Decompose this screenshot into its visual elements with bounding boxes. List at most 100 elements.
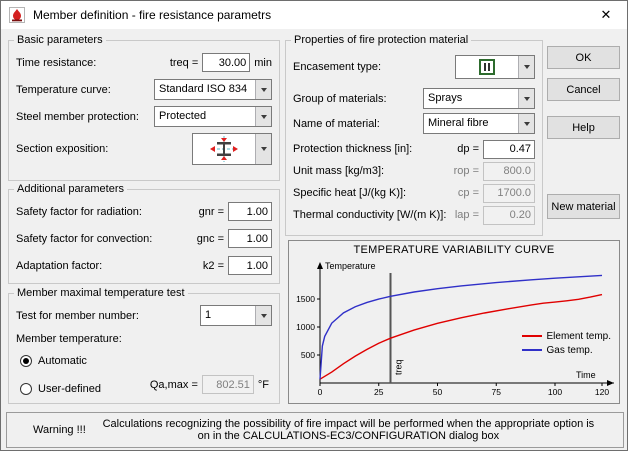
new-material-button[interactable]: New material — [547, 194, 620, 219]
material-name-value: Mineral fibre — [428, 117, 489, 129]
material-name-label: Name of material: — [293, 117, 380, 130]
section-exposition-row: Section exposition: — [16, 133, 272, 165]
temperature-curve-value: Standard ISO 834 — [159, 83, 248, 95]
member-number-label: Test for member number: — [16, 309, 139, 322]
temperature-chart: TEMPERATURE VARIABILITY CURVE 0 25 50 75 100… — [288, 240, 620, 404]
encasement-type-icon — [456, 56, 518, 78]
material-group-select[interactable]: Sprays — [423, 88, 535, 109]
member-temperature-row: Member temperature: — [16, 332, 272, 346]
treq-unit: min — [254, 56, 272, 69]
steel-protection-value: Protected — [159, 110, 207, 122]
member-number-select[interactable]: 1 — [200, 305, 272, 326]
specific-heat-row: Specific heat [J/(kg K)]: cp = — [293, 183, 535, 203]
material-group-label: Group of materials: — [293, 92, 387, 105]
user-defined-label: User-defined — [38, 382, 101, 395]
section-exposition-label: Section exposition: — [16, 143, 109, 155]
additional-parameters-group: Additional parameters Safety factor for … — [8, 183, 280, 284]
material-name-select[interactable]: Mineral fibre — [423, 113, 535, 134]
adaptation-label: Adaptation factor: — [16, 259, 103, 272]
help-button[interactable]: Help — [547, 116, 620, 139]
svg-text:120: 120 — [595, 387, 609, 397]
steel-protection-label: Steel member protection: — [16, 110, 139, 123]
material-group-value: Sprays — [428, 92, 463, 104]
gnr-input[interactable] — [228, 202, 272, 221]
titlebar: Member definition - fire resistance para… — [1, 1, 627, 29]
dp-symbol: dp = — [457, 143, 479, 155]
specific-heat-label: Specific heat [J/(kg K)]: — [293, 187, 407, 199]
cp-symbol: cp = — [457, 187, 479, 199]
svg-text:treq: treq — [394, 359, 404, 375]
gas-temp-swatch — [521, 349, 542, 351]
temperature-curve-select[interactable]: Standard ISO 834 — [154, 79, 272, 100]
treq-input[interactable] — [202, 53, 251, 72]
section-exposition-select[interactable] — [192, 133, 272, 165]
warning-box: Warning !!! Calculations recognizing the… — [6, 412, 624, 448]
member-number-value: 1 — [205, 309, 212, 321]
thickness-label: Protection thickness [in]: — [293, 143, 413, 155]
fire-protection-legend: Properties of fire protection material — [294, 34, 469, 46]
lap-symbol: lap = — [454, 209, 479, 221]
convection-label: Safety factor for convection: — [16, 232, 153, 245]
treq-symbol: treq = — [169, 56, 199, 69]
svg-text:25: 25 — [374, 387, 384, 397]
legend-item: Gas temp. — [521, 343, 611, 357]
chevron-down-icon — [255, 306, 271, 325]
svg-text:75: 75 — [492, 387, 502, 397]
thickness-row: Protection thickness [in]: dp = — [293, 139, 535, 159]
chart-legend: Element temp. Gas temp. — [521, 329, 611, 357]
radiation-row: Safety factor for radiation: gnr = — [16, 201, 272, 222]
radiation-label: Safety factor for radiation: — [16, 205, 142, 218]
adaptation-row: Adaptation factor: k2 = — [16, 255, 272, 276]
chevron-down-icon — [518, 56, 534, 78]
basic-parameters-group: Basic parameters Time resistance: treq =… — [8, 34, 280, 181]
conductivity-row: Thermal conductivity [W/(m K)]: lap = — [293, 205, 535, 225]
warning-prefix: Warning !!! — [33, 424, 86, 436]
close-icon[interactable]: ✕ — [585, 1, 627, 29]
basic-parameters-legend: Basic parameters — [17, 34, 103, 46]
element-temp-swatch — [521, 335, 542, 337]
material-name-row: Name of material: Mineral fibre — [293, 113, 535, 134]
k2-symbol: k2 = — [202, 259, 224, 272]
svg-text:0: 0 — [318, 387, 323, 397]
svg-text:1500: 1500 — [296, 294, 315, 304]
member-test-group: Member maximal temperature test Test for… — [8, 287, 280, 404]
cancel-button[interactable]: Cancel — [547, 78, 620, 101]
qamax-unit: °F — [257, 378, 269, 391]
user-defined-radio[interactable] — [20, 382, 32, 395]
temperature-curve-row: Temperature curve: Standard ISO 834 — [16, 79, 272, 100]
cp-input — [483, 183, 535, 203]
time-resistance-label: Time resistance: — [16, 56, 97, 69]
unit-mass-label: Unit mass [kg/m3]: — [293, 165, 385, 177]
element-temp-label: Element temp. — [546, 330, 611, 342]
encasement-label: Encasement type: — [293, 61, 382, 73]
ok-button[interactable]: OK — [547, 46, 620, 69]
steel-protection-select[interactable]: Protected — [154, 106, 272, 127]
chart-canvas: 0 25 50 75 100 120 500 1000 1500 treq Temperature T… — [296, 261, 614, 397]
automatic-label: Automatic — [38, 354, 87, 367]
k2-input[interactable] — [228, 256, 272, 275]
window-title: Member definition - fire resistance para… — [33, 8, 272, 22]
gnc-input[interactable] — [228, 229, 272, 248]
member-number-row: Test for member number: 1 — [16, 305, 272, 326]
svg-text:50: 50 — [433, 387, 443, 397]
fire-protection-group: Properties of fire protection material E… — [285, 34, 543, 236]
chevron-down-icon — [255, 134, 271, 164]
svg-text:Time: Time — [576, 370, 596, 380]
qamax-symbol: Qa,max = — [149, 378, 198, 391]
convection-row: Safety factor for convection: gnc = — [16, 228, 272, 249]
conductivity-label: Thermal conductivity [W/(m K)]: — [293, 209, 447, 221]
encasement-row: Encasement type: — [293, 55, 535, 79]
automatic-radio[interactable] — [20, 354, 32, 367]
qamax-group: Qa,max = °F — [148, 375, 269, 394]
encasement-select[interactable] — [455, 55, 535, 79]
chevron-down-icon — [518, 89, 534, 108]
section-exposition-icon — [193, 134, 255, 164]
gas-temp-label: Gas temp. — [546, 344, 593, 356]
user-defined-radio-row: User-defined — [20, 381, 272, 396]
dp-input[interactable] — [483, 139, 535, 159]
warning-text: Calculations recognizing the possibility… — [102, 418, 595, 442]
temperature-curve-label: Temperature curve: — [16, 83, 111, 96]
svg-text:500: 500 — [301, 350, 315, 360]
svg-text:Temperature: Temperature — [325, 261, 376, 271]
automatic-radio-row: Automatic — [20, 353, 272, 368]
